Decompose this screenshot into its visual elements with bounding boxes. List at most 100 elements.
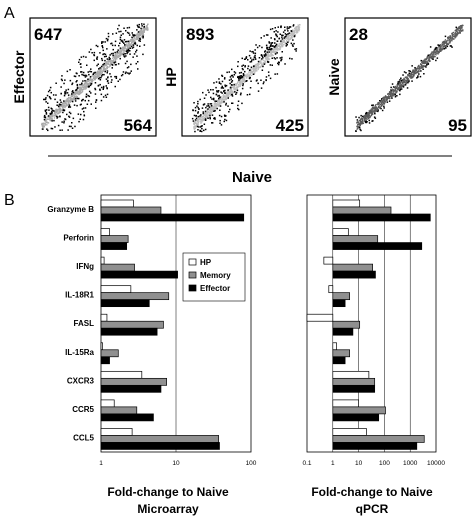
scatter-point [93, 54, 96, 57]
scatter-point [78, 89, 80, 91]
scatter-point [433, 51, 435, 53]
scatter-point [380, 107, 382, 110]
scatter-point [101, 41, 103, 43]
scatter-point [263, 35, 265, 37]
scatter-point [76, 87, 79, 89]
scatter-point [64, 106, 66, 109]
scatter-point [254, 69, 256, 71]
scatter-point [436, 49, 438, 52]
scatter-point [212, 89, 214, 91]
scatter-point [298, 25, 300, 27]
scatter-point [411, 65, 413, 67]
scatter-point [85, 56, 87, 58]
scatter-point [136, 38, 138, 40]
scatter-point [257, 65, 259, 67]
scatter-point [102, 49, 104, 52]
scatter-point [291, 44, 294, 46]
scatter-point [210, 108, 213, 111]
scatter-point [383, 100, 386, 102]
scatter-point [198, 117, 200, 119]
scatter-point [271, 50, 273, 53]
scatter-point [417, 70, 419, 73]
scatter-point [384, 99, 386, 101]
scatter-point [201, 120, 204, 122]
scatter-point [211, 107, 214, 109]
scatter-point [210, 96, 212, 99]
scatter-point [209, 107, 211, 109]
scatter-point [292, 45, 294, 47]
scatter-point [408, 70, 410, 72]
scatter-point [88, 90, 91, 93]
scatter-point [123, 46, 125, 48]
scatter-point [227, 105, 229, 107]
scatter-point [75, 72, 78, 74]
scatter-point [122, 50, 124, 52]
gene-label: IL-18R1 [65, 291, 94, 300]
scatter-point [81, 73, 83, 76]
scatter-point [68, 111, 71, 114]
scatter-point [381, 104, 383, 106]
scatter-point [224, 77, 226, 79]
scatter-point [107, 62, 109, 64]
scatter-point [256, 63, 258, 65]
scatter-point [50, 119, 52, 122]
scatter-point [201, 130, 203, 133]
scatter-point [217, 91, 219, 93]
scatter-point [435, 59, 437, 62]
scatter-point [372, 108, 375, 110]
scatter-point [138, 26, 140, 28]
scatter-point [224, 97, 227, 99]
scatter-point [85, 93, 88, 95]
scatter-point [213, 82, 215, 84]
scatter-point [431, 57, 434, 59]
bar-effector [332, 270, 376, 279]
scatter-point [230, 87, 232, 90]
scatter-point [428, 56, 430, 59]
scatter-point [197, 103, 199, 105]
scatter-point [53, 110, 55, 112]
scatter-point [233, 83, 235, 86]
scatter-point [271, 54, 274, 56]
scatter-point [63, 102, 65, 104]
scatter-point [229, 86, 232, 89]
scatter-point [287, 36, 289, 38]
scatter-point [53, 112, 56, 114]
scatter-point [116, 51, 118, 53]
scatter-point [357, 122, 360, 124]
scatter-point [280, 42, 282, 44]
scatter-point [227, 95, 229, 97]
scatter-point [297, 28, 299, 30]
scatter-point [393, 86, 396, 88]
scatter-point [420, 63, 422, 65]
scatter-point [454, 32, 457, 34]
scatter-point [268, 46, 270, 49]
scatter-point [203, 123, 206, 125]
scatter-point [146, 26, 148, 28]
scatter-panel-hp: 893 425 HP [163, 17, 309, 137]
scatter-point [64, 103, 66, 105]
scatter-point [196, 105, 198, 107]
scatter-point [386, 97, 388, 99]
scatter-point [71, 100, 74, 103]
scatter-point [80, 66, 82, 68]
scatter-point [126, 52, 128, 55]
scatter-point [86, 81, 88, 83]
scatter-point [122, 47, 124, 50]
scatter-point [93, 72, 95, 74]
scatter-point [231, 102, 234, 104]
scatter-point [372, 110, 374, 112]
scatter-point [254, 58, 257, 60]
scatter-point [364, 114, 367, 117]
scatter-point [99, 72, 102, 74]
scatter-point [105, 64, 107, 66]
scatter-point [114, 59, 117, 61]
scatter-point [48, 96, 51, 98]
scatter-point [410, 75, 412, 77]
scatter-point [452, 31, 455, 34]
bar-memory [332, 292, 350, 301]
scatter-point [146, 28, 148, 30]
scatter-point [97, 72, 99, 74]
scatter-point [430, 52, 432, 54]
scatter-point [249, 57, 252, 59]
scatter-point [272, 49, 275, 51]
